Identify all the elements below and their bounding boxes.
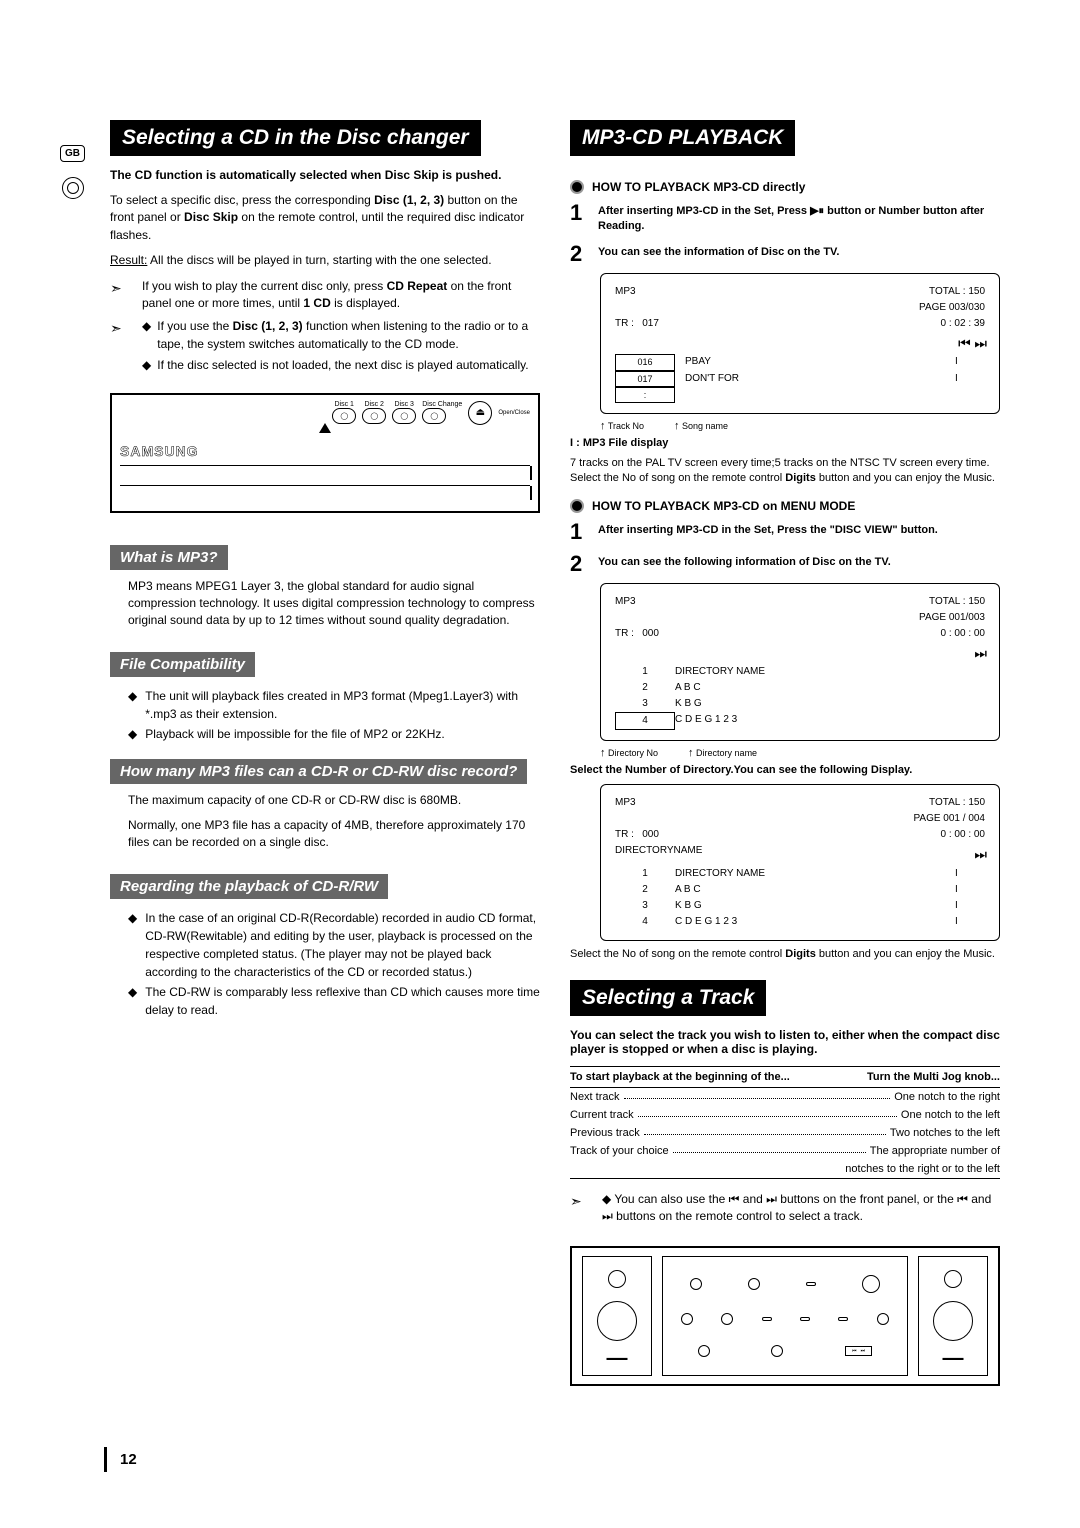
speaker-left-icon: ▬▬▬ xyxy=(582,1256,652,1376)
paragraph: Normally, one MP3 file has a capacity of… xyxy=(128,817,540,852)
dot-icon xyxy=(570,180,584,194)
skip-icon: ⏭ xyxy=(615,642,985,664)
diamond-icon: ◆ xyxy=(142,318,151,353)
left-column: Selecting a CD in the Disc changer The C… xyxy=(110,120,540,1386)
disc-icon xyxy=(62,177,84,199)
section-head: HOW TO PLAYBACK MP3-CD directly xyxy=(570,180,1000,194)
caption: ↑ Directory No ↑ Directory name xyxy=(600,747,1000,759)
note: Select the Number of Directory.You can s… xyxy=(570,763,1000,778)
page-margin-badges: GB xyxy=(60,145,85,199)
disc-change-icon: ◯ xyxy=(422,408,446,424)
section-head: HOW TO PLAYBACK MP3-CD on MENU MODE xyxy=(570,499,1000,513)
eject-icon: ⏏ xyxy=(468,401,492,425)
diamond-icon: ◆ xyxy=(142,357,151,374)
paragraph: To select a specific disc, press the cor… xyxy=(110,192,540,244)
triangle-up-icon xyxy=(319,423,331,433)
skip-icons: ⏮ ⏭ xyxy=(615,332,985,354)
note-row: ➣ ◆If you use the Disc (1, 2, 3) functio… xyxy=(110,318,540,374)
note-row: ➣ If you wish to play the current disc o… xyxy=(110,278,540,313)
disc1-icon: ◯ xyxy=(332,408,356,424)
subsection-title: File Compatibility xyxy=(110,652,255,677)
language-badge: GB xyxy=(60,145,85,162)
brand-logo: SAMSUNG xyxy=(120,443,530,459)
page-content: Selecting a CD in the Disc changer The C… xyxy=(0,0,1080,1446)
subsection-title: What is MP3? xyxy=(110,545,228,570)
bullet: ◆Playback will be impossible for the fil… xyxy=(128,725,540,743)
stereo-illustration: ▬▬▬ ⏮ ⏭ ▬▬▬ xyxy=(570,1246,1000,1386)
note: Select the No of song on the remote cont… xyxy=(570,947,1000,962)
section-title: MP3-CD PLAYBACK xyxy=(570,120,795,156)
bullet: ◆In the case of an original CD-R(Recorda… xyxy=(128,909,540,981)
intro-text: You can select the track you wish to lis… xyxy=(570,1028,1000,1056)
device-illustration: Disc 1◯ Disc 2◯ Disc 3◯ Disc Change◯ ⏏ O… xyxy=(110,393,540,513)
note: 7 tracks on the PAL TV screen every time… xyxy=(570,456,1000,487)
section-title: Selecting a CD in the Disc changer xyxy=(110,120,481,156)
subsection-title: Regarding the playback of CD-R/RW xyxy=(110,874,388,899)
right-column: MP3-CD PLAYBACK HOW TO PLAYBACK MP3-CD d… xyxy=(570,120,1000,1386)
tv-display: MP3TOTAL : 150 PAGE 001 / 004 TR : 0000 … xyxy=(600,784,1000,940)
result-line: Result: All the discs will be played in … xyxy=(110,252,540,269)
arrow-icon: ➣ xyxy=(110,318,132,374)
bullet: ◆The CD-RW is comparably less reflexive … xyxy=(128,983,540,1019)
note-row: ➣ ◆ You can also use the ⏮ and ⏭ buttons… xyxy=(570,1191,1000,1226)
skip-icon: ⏭ xyxy=(974,843,985,865)
tv-display: MP3TOTAL : 150 PAGE 001/003 TR : 0000 : … xyxy=(600,583,1000,741)
arrow-icon: ➣ xyxy=(570,1191,592,1226)
step: 2 You can see the information of Disc on… xyxy=(570,241,1000,267)
step: 2 You can see the following information … xyxy=(570,551,1000,577)
intro-text: The CD function is automatically selecte… xyxy=(110,168,540,182)
speaker-right-icon: ▬▬▬ xyxy=(918,1256,988,1376)
paragraph: MP3 means MPEG1 Layer 3, the global stan… xyxy=(128,578,540,630)
disc3-icon: ◯ xyxy=(392,408,416,424)
note: I : MP3 File display xyxy=(570,436,1000,451)
subsection-title: How many MP3 files can a CD-R or CD-RW d… xyxy=(110,759,527,784)
caption: ↑ Track No ↑ Song name xyxy=(600,420,1000,432)
bullet: ◆The unit will playback files created in… xyxy=(128,687,540,723)
center-unit-icon: ⏮ ⏭ xyxy=(662,1256,908,1376)
page-number: 12 xyxy=(120,1451,137,1468)
track-table: To start playback at the beginning of th… xyxy=(570,1066,1000,1179)
dot-icon xyxy=(570,499,584,513)
section-title: Selecting a Track xyxy=(570,980,766,1016)
paragraph: The maximum capacity of one CD-R or CD-R… xyxy=(128,792,540,809)
tv-display: MP3TOTAL : 150 PAGE 003/030 TR : 0170 : … xyxy=(600,273,1000,415)
arrow-icon: ➣ xyxy=(110,278,132,313)
step: 1 After inserting MP3-CD in the Set, Pre… xyxy=(570,200,1000,235)
disc2-icon: ◯ xyxy=(362,408,386,424)
step: 1 After inserting MP3-CD in the Set, Pre… xyxy=(570,519,1000,545)
